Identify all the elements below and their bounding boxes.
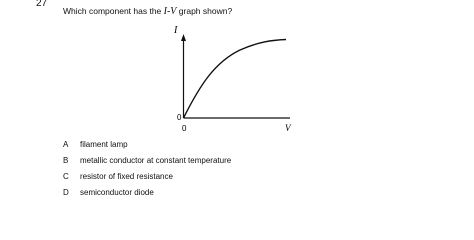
option-text: resistor of fixed resistance	[80, 172, 173, 181]
y-axis-label: I	[173, 25, 178, 36]
option-text: semiconductor diode	[80, 188, 154, 197]
question-text-part: Which component has the	[63, 6, 164, 16]
iv-curve	[182, 38, 287, 119]
question-text: Which component has the I-V graph shown?	[63, 6, 232, 17]
option-letter: C	[63, 172, 69, 181]
question-number: 27	[36, 0, 48, 9]
page: 27 Which component has the I-V graph sho…	[36, 0, 292, 197]
origin-label: 0	[177, 113, 182, 122]
option-text: filament lamp	[80, 140, 128, 149]
iv-graph: I V 0 0	[173, 25, 292, 133]
option-text: metallic conductor at constant temperatu…	[80, 156, 232, 165]
option-letter: A	[63, 140, 69, 149]
x-axis-label: V	[285, 123, 292, 133]
y-axis-arrow	[181, 34, 186, 41]
origin-label: 0	[182, 124, 187, 133]
question-text-italic: I-V	[163, 6, 177, 17]
option-letter: D	[63, 188, 69, 197]
question-text-part: graph shown?	[176, 6, 233, 16]
option-letter: B	[63, 156, 69, 165]
